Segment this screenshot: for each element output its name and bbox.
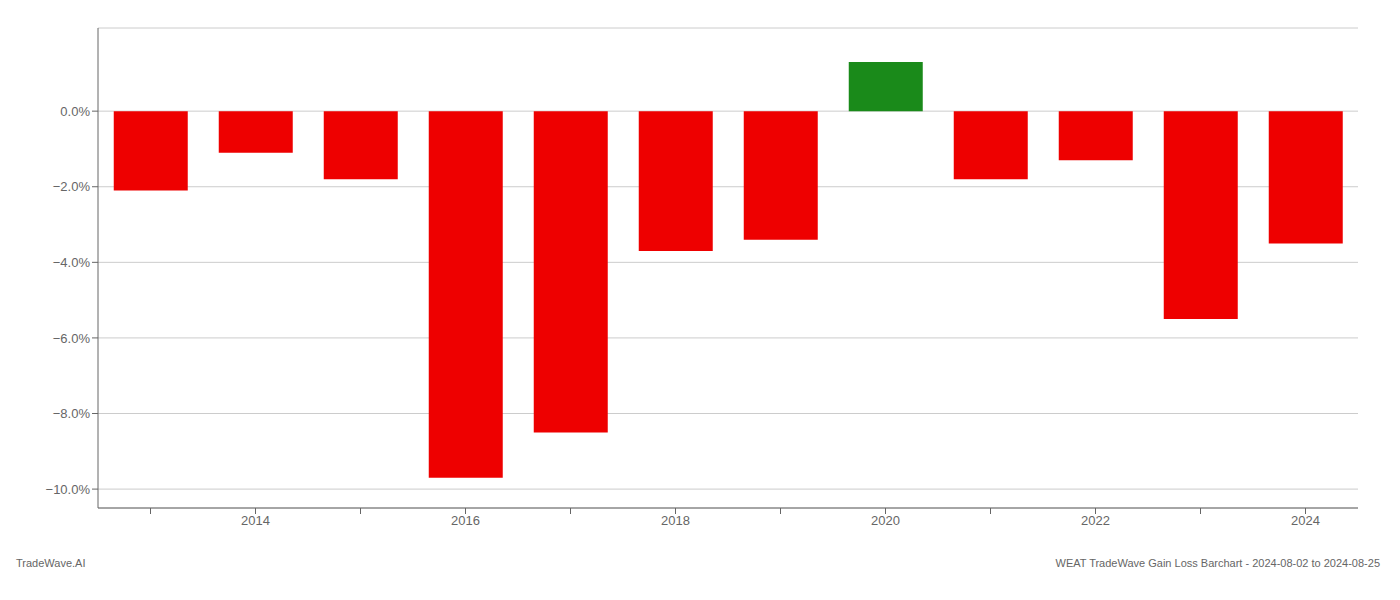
svg-text:−8.0%: −8.0% xyxy=(53,406,91,421)
svg-text:−4.0%: −4.0% xyxy=(53,255,91,270)
svg-text:2024: 2024 xyxy=(1291,513,1320,528)
html-text:TradeWave.AI: TradeWave.AI xyxy=(16,557,86,569)
svg-text:−2.0%: −2.0% xyxy=(53,179,91,194)
svg-text:2016: 2016 xyxy=(451,513,480,528)
svg-text:2020: 2020 xyxy=(871,513,900,528)
html-text:WEAT TradeWave Gain Loss Barch: WEAT TradeWave Gain Loss Barchart - 2024… xyxy=(1055,557,1380,569)
svg-text:2018: 2018 xyxy=(661,513,690,528)
svg-text:0.0%: 0.0% xyxy=(60,104,90,119)
svg-text:2014: 2014 xyxy=(241,513,270,528)
svg-text:2022: 2022 xyxy=(1081,513,1110,528)
svg-text:−6.0%: −6.0% xyxy=(53,331,91,346)
svg-text:−10.0%: −10.0% xyxy=(46,482,91,497)
